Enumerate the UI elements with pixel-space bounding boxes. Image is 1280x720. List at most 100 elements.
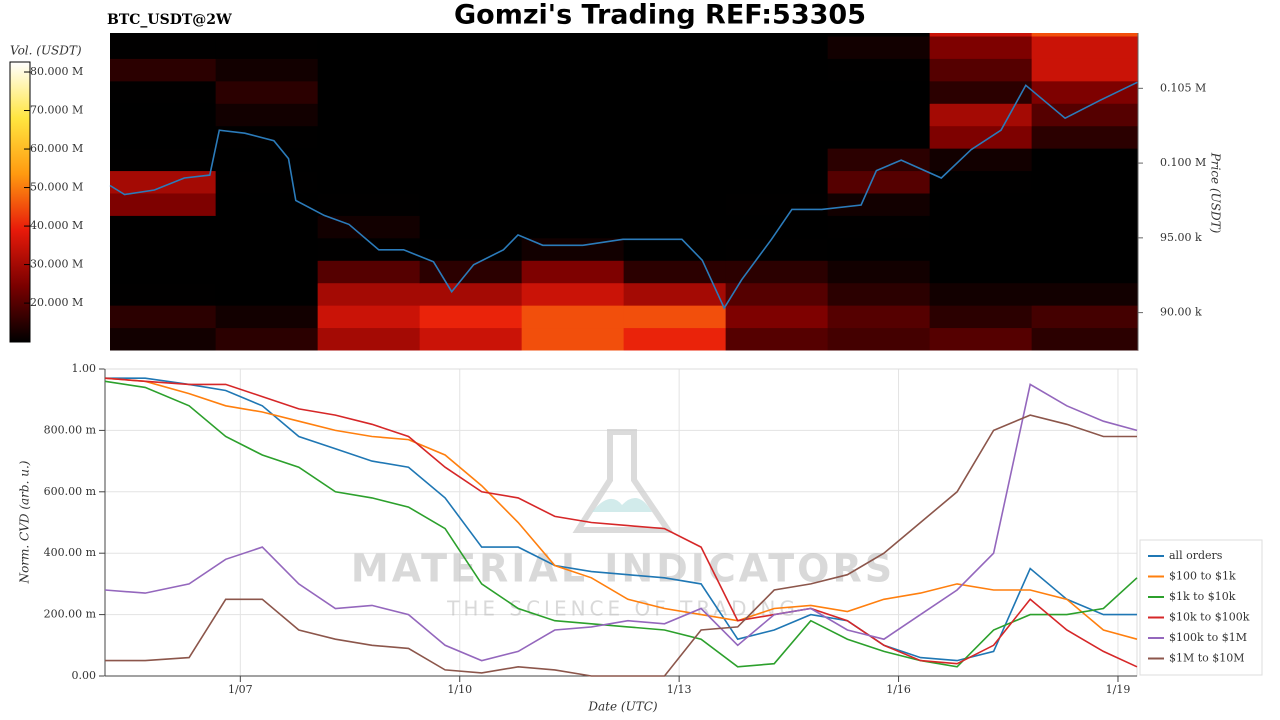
heatmap-cell xyxy=(623,215,727,239)
colorbar-tick-label: 30.000 M xyxy=(30,258,83,271)
heatmap-cell xyxy=(317,215,421,239)
heatmap-cell xyxy=(623,260,727,284)
watermark-logo xyxy=(592,497,652,512)
heatmap-cell xyxy=(215,305,319,329)
heatmap-cell xyxy=(725,192,829,216)
heatmap-cell xyxy=(725,282,829,306)
y-tick-label: 600.00 m xyxy=(44,485,97,498)
heatmap-cell xyxy=(110,35,217,59)
heatmap-cell xyxy=(725,148,829,172)
heatmap-cell xyxy=(623,305,727,329)
legend-label: $100 to $1k xyxy=(1169,570,1236,583)
y-tick-label: 95.00 k xyxy=(1160,231,1202,244)
series-line xyxy=(104,380,1138,668)
legend: all orders $100 to $1k $1k to $10k $10k to … xyxy=(1139,539,1263,676)
y-tick-label: 1.00 xyxy=(72,362,97,375)
heatmap-cell xyxy=(1031,215,1139,239)
y-tick-label: 0.100 M xyxy=(1160,156,1206,169)
colorbar-tick-label: 70.000 M xyxy=(30,104,83,117)
y-tick-label: 400.00 m xyxy=(44,546,97,559)
colorbar-label: Vol. (USDT) xyxy=(10,44,82,58)
heatmap-cell xyxy=(1031,58,1139,82)
series-line xyxy=(104,377,1138,668)
heatmap-cell xyxy=(317,125,421,149)
heatmap-cell xyxy=(521,125,625,149)
heatmap-cell xyxy=(1031,35,1139,59)
heatmap-cell xyxy=(929,35,1033,59)
heatmap-cell xyxy=(419,33,523,37)
x-tick-label: 1/16 xyxy=(886,683,911,696)
series-line xyxy=(104,377,1138,640)
heatmap-cell xyxy=(827,282,931,306)
heatmap-cell xyxy=(317,305,421,329)
heatmap-cell xyxy=(419,192,523,216)
heatmap-cell xyxy=(215,103,319,127)
heatmap-cell xyxy=(110,215,217,239)
heatmap-cell xyxy=(1031,305,1139,329)
heatmap-cell xyxy=(929,192,1033,216)
heatmap-cell xyxy=(110,58,217,82)
heatmap-cell xyxy=(110,237,217,261)
heatmap-cell xyxy=(521,305,625,329)
heatmap-cell xyxy=(827,260,931,284)
series-line xyxy=(105,414,1137,677)
heatmap-cell xyxy=(317,237,421,261)
heatmap-cell xyxy=(929,170,1033,194)
heatmap-cell xyxy=(317,35,421,59)
heatmap-cell xyxy=(623,282,727,306)
heatmap-cell xyxy=(110,80,217,104)
heatmap-cell xyxy=(521,192,625,216)
heatmap-cell xyxy=(110,305,217,329)
watermark-text: THE SCIENCE OF TRADING xyxy=(446,597,799,621)
heatmap-cell xyxy=(521,58,625,82)
heatmap-cell xyxy=(725,305,829,329)
y-tick-label: 200.00 m xyxy=(44,608,97,621)
heatmap-cell xyxy=(521,282,625,306)
heatmap-cell xyxy=(623,103,727,127)
colorbar xyxy=(9,61,31,343)
heatmap-cell xyxy=(110,192,217,216)
watermark: MATERIAL INDICATORS THE SCIENCE OF TRADIN… xyxy=(351,429,895,621)
colorbar-tick-label: 50.000 M xyxy=(30,181,83,194)
heatmap-cell xyxy=(110,103,217,127)
heatmap-cell xyxy=(929,260,1033,284)
heatmap-cell xyxy=(1031,80,1139,104)
heatmap-cell xyxy=(623,58,727,82)
heatmap-cell xyxy=(317,282,421,306)
heatmap-cell xyxy=(827,192,931,216)
series-line xyxy=(104,383,1138,662)
heatmap-cell xyxy=(929,125,1033,149)
heatmap-cell xyxy=(521,215,625,239)
heatmap-cell xyxy=(827,327,931,351)
heatmap-cell xyxy=(827,148,931,172)
heatmap-cell xyxy=(110,148,217,172)
heatmap-cell xyxy=(725,237,829,261)
heatmap-cell xyxy=(110,125,217,149)
x-tick-label: 1/13 xyxy=(667,683,692,696)
heatmap-cell xyxy=(110,33,217,37)
heatmap-cell xyxy=(623,192,727,216)
heatmap-cell xyxy=(929,80,1033,104)
watermark-text: MATERIAL INDICATORS xyxy=(351,547,895,591)
legend-label: $1k to $10k xyxy=(1169,590,1236,603)
heatmap-cell xyxy=(521,33,625,37)
heatmap-cell xyxy=(215,192,319,216)
heatmap-cell xyxy=(215,170,319,194)
heatmap-cell xyxy=(521,80,625,104)
heatmap-cell xyxy=(317,260,421,284)
heatmap-cell xyxy=(419,80,523,104)
y-tick-label: 90.00 k xyxy=(1160,306,1202,319)
heatmap-cell xyxy=(623,237,727,261)
heatmap-cell xyxy=(419,282,523,306)
x-axis-label: Date (UTC) xyxy=(587,700,657,714)
heatmap-cell xyxy=(827,305,931,329)
plot-frame xyxy=(104,368,1138,677)
heatmap-cell xyxy=(929,148,1033,172)
y-axis-label: Norm. CVD (arb. u.) xyxy=(18,460,32,584)
heatmap-cell xyxy=(521,103,625,127)
heatmap-cell xyxy=(827,125,931,149)
watermark-logo xyxy=(572,429,674,533)
heatmap-cell xyxy=(317,170,421,194)
heatmap-cell xyxy=(725,327,829,351)
